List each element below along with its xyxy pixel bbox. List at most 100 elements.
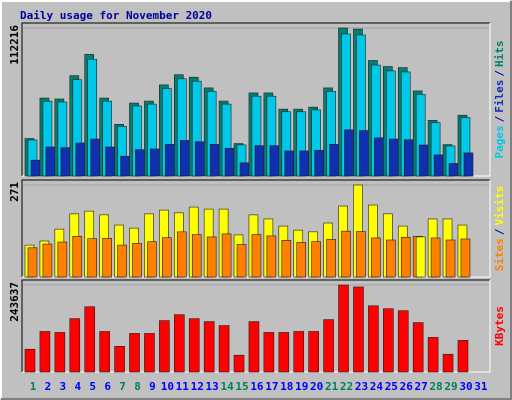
- bar: [165, 144, 175, 177]
- x-tick-label: 15: [235, 380, 248, 393]
- bar: [338, 284, 349, 373]
- bar: [203, 321, 215, 373]
- bar: [239, 162, 250, 177]
- bar: [263, 332, 275, 373]
- bar: [248, 321, 260, 373]
- legend-separator: /: [493, 228, 506, 235]
- bar: [251, 234, 262, 278]
- bar: [254, 145, 265, 177]
- x-tick-label: 4: [74, 380, 81, 393]
- bar: [144, 333, 155, 373]
- bar: [433, 154, 444, 177]
- bar: [162, 237, 172, 278]
- x-tick-label: 5: [89, 380, 96, 393]
- x-tick-label: 29: [444, 380, 457, 393]
- legend-separator: /: [493, 115, 506, 122]
- bar: [329, 144, 339, 177]
- bar: [218, 325, 230, 373]
- panel-edge-dark: [21, 279, 490, 372]
- bar: [460, 238, 471, 278]
- bar: [150, 148, 160, 177]
- x-tick-label: 1: [30, 380, 37, 393]
- bar: [120, 155, 130, 177]
- bar: [386, 239, 396, 278]
- bar: [397, 310, 409, 373]
- bar: [359, 130, 369, 177]
- bar: [389, 138, 399, 177]
- legend-entry: Visits: [493, 186, 506, 226]
- bar: [341, 230, 351, 278]
- bar: [293, 331, 305, 373]
- bar: [278, 332, 290, 373]
- bar: [105, 146, 115, 177]
- bar: [371, 237, 381, 278]
- x-tick-label: 25: [385, 380, 398, 393]
- bar: [75, 142, 86, 177]
- bar: [45, 146, 56, 177]
- x-tick-label: 2: [45, 380, 52, 393]
- x-tick-label: 27: [415, 380, 428, 393]
- bar: [427, 337, 439, 373]
- bar: [114, 345, 125, 373]
- bar: [296, 242, 307, 278]
- bar: [30, 159, 41, 177]
- x-tick-label: 7: [119, 380, 126, 393]
- x-tick-label: 14: [220, 380, 234, 393]
- bar: [206, 236, 217, 278]
- bar: [209, 144, 220, 177]
- x-tick-label: 8: [134, 380, 141, 393]
- x-tick-label: 26: [400, 380, 414, 393]
- bar: [221, 233, 232, 278]
- bar: [117, 244, 127, 278]
- x-tick-label: 11: [176, 380, 190, 393]
- x-tick-label: 28: [429, 380, 442, 393]
- x-tick-label: 21: [325, 380, 339, 393]
- bar: [87, 238, 98, 278]
- bar: [353, 286, 364, 373]
- bar: [418, 144, 429, 177]
- bar: [39, 331, 51, 373]
- bar: [159, 320, 170, 373]
- panel-edge-dark: [21, 179, 490, 277]
- bar: [72, 235, 83, 278]
- bar: [174, 314, 185, 373]
- bar: [374, 137, 384, 177]
- bar: [308, 331, 319, 373]
- bar: [311, 241, 321, 278]
- bar: [266, 235, 277, 278]
- bar: [24, 348, 36, 373]
- bar: [191, 234, 202, 278]
- bar: [463, 152, 474, 177]
- bar: [400, 236, 411, 278]
- bar: [448, 163, 459, 177]
- x-tick-label: 10: [161, 380, 174, 393]
- bar: [299, 150, 310, 177]
- x-tick-label: 13: [206, 380, 219, 393]
- bar: [84, 306, 96, 373]
- bar: [27, 247, 38, 278]
- y-tick-label: 112216: [8, 25, 21, 65]
- x-tick-label: 12: [191, 380, 204, 393]
- bar: [415, 236, 426, 278]
- panel-edge-dark: [21, 22, 490, 176]
- bar: [129, 333, 140, 373]
- bar: [269, 145, 280, 177]
- legend: Pages / Files / Hits: [493, 41, 506, 159]
- x-tick-label: 6: [104, 380, 111, 393]
- bar: [356, 231, 366, 278]
- bar: [69, 318, 81, 373]
- x-tick-label: 16: [250, 380, 264, 393]
- x-tick-label: 9: [149, 380, 156, 393]
- x-tick-label: 31: [474, 380, 488, 393]
- bar: [445, 239, 456, 278]
- bar: [177, 231, 187, 278]
- bar: [180, 140, 190, 177]
- bar: [42, 243, 53, 278]
- x-tick-label: 19: [295, 380, 308, 393]
- legend-entry: Hits: [493, 41, 506, 68]
- x-tick-label: 24: [370, 380, 384, 393]
- legend: KBytes: [493, 306, 506, 346]
- bar: [323, 319, 334, 373]
- bar: [135, 149, 145, 177]
